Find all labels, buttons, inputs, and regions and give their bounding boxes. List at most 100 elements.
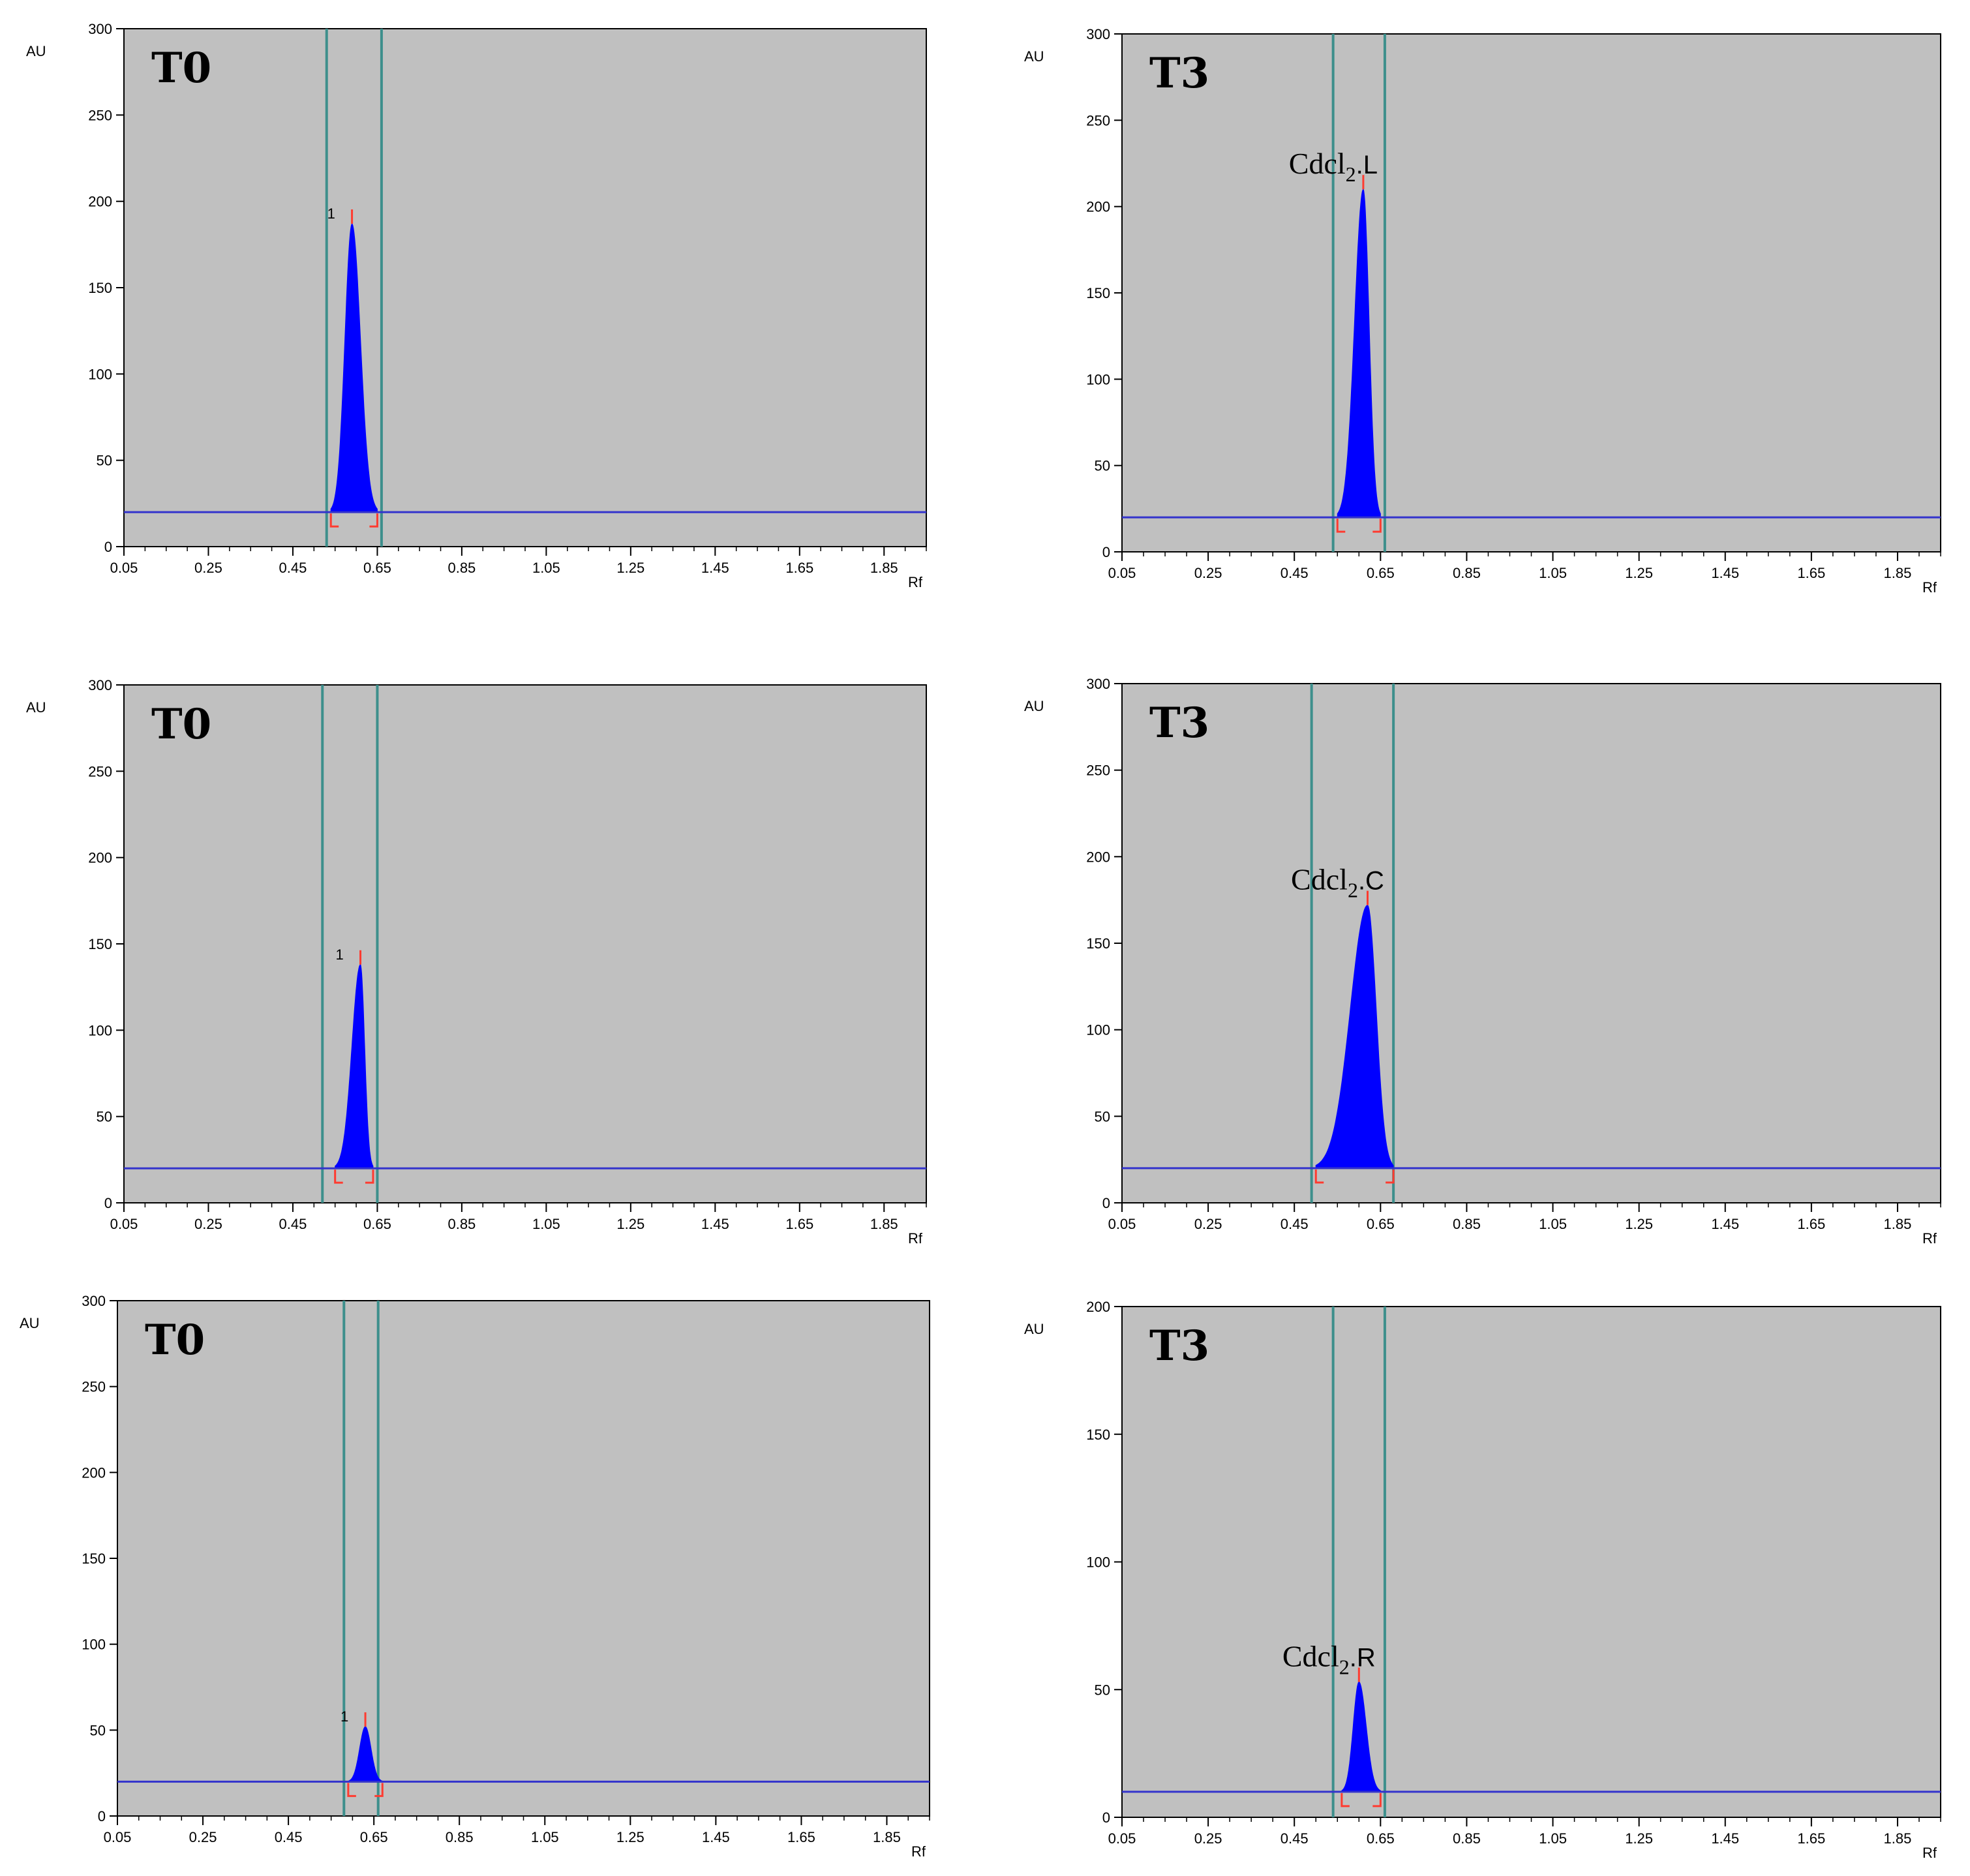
x-tick-label: 1.85 — [870, 560, 898, 576]
x-tick-label: 0.05 — [1108, 1216, 1136, 1232]
x-axis-label: Rf — [1922, 1230, 1937, 1247]
x-tick-label: 1.85 — [870, 1216, 898, 1232]
peak-area — [348, 1726, 383, 1782]
integration-bracket-right — [1386, 1169, 1395, 1184]
x-tick-label: 1.05 — [1539, 565, 1567, 581]
y-tick-label: 200 — [1086, 1299, 1110, 1315]
plot-area — [1121, 683, 1941, 1203]
y-tick-label: 0 — [1102, 544, 1110, 560]
y-tick-label: 50 — [1095, 1108, 1110, 1125]
x-tick-label: 1.45 — [701, 560, 729, 576]
plot-area — [1121, 1306, 1941, 1818]
y-tick-label: 200 — [88, 850, 112, 866]
x-tick-label: 0.65 — [1367, 1830, 1395, 1847]
x-tick-label: 0.65 — [360, 1829, 388, 1845]
y-tick-label: 300 — [88, 677, 112, 693]
y-tick-label: 50 — [90, 1722, 106, 1738]
y-tick-label: 150 — [1086, 285, 1110, 301]
x-axis-label: Rf — [908, 574, 923, 590]
peak-label-main: Cdcl — [1289, 147, 1346, 180]
y-tick-label: 0 — [1102, 1809, 1110, 1826]
x-axis-label: Rf — [1922, 1845, 1937, 1861]
x-tick-label: 1.25 — [616, 1829, 644, 1845]
x-tick-label: 1.65 — [785, 1216, 813, 1232]
y-tick-label: 150 — [1086, 1427, 1110, 1443]
integration-bracket-left — [347, 1783, 356, 1797]
y-tick-label: 300 — [1086, 26, 1110, 42]
panel-title: T3 — [1149, 1322, 1209, 1370]
x-tick-label: 0.25 — [194, 1216, 222, 1232]
y-axis-label: AU — [1024, 698, 1044, 714]
panel-title: T0 — [145, 1316, 205, 1365]
x-tick-label: 1.45 — [702, 1829, 730, 1845]
x-tick-label: 1.05 — [532, 1216, 560, 1232]
y-axis-label: AU — [1024, 48, 1044, 65]
integration-bracket-left — [1314, 1169, 1324, 1184]
y-tick-label: 250 — [82, 1379, 106, 1395]
y-tick-label: 100 — [88, 366, 112, 382]
y-tick-label: 150 — [88, 936, 112, 952]
y-tick-label: 0 — [104, 539, 112, 555]
y-tick-label: 50 — [97, 453, 112, 469]
peak-label-main: Cdcl — [1282, 1640, 1339, 1673]
y-tick-label: 100 — [82, 1637, 106, 1653]
y-axis-label: AU — [26, 699, 46, 716]
x-tick-label: 0.25 — [1194, 1830, 1222, 1847]
peak-area — [1337, 189, 1381, 518]
x-tick-label: 0.65 — [363, 1216, 391, 1232]
x-tick-label: 1.25 — [1625, 1216, 1653, 1232]
x-tick-label: 0.85 — [447, 1216, 476, 1232]
peak-label-suffix: .L — [1356, 151, 1378, 179]
peak-area — [330, 223, 378, 513]
integration-bracket-right — [365, 1170, 374, 1184]
plot-area — [123, 28, 927, 547]
x-tick-label: 1.25 — [1625, 1830, 1653, 1847]
x-tick-label: 0.05 — [110, 1216, 138, 1232]
y-tick-label: 300 — [1086, 676, 1110, 692]
x-tick-label: 1.65 — [1797, 1216, 1825, 1232]
x-axis-label: Rf — [911, 1843, 926, 1860]
x-tick-label: 0.85 — [1453, 1830, 1481, 1847]
y-tick-label: 150 — [88, 280, 112, 296]
x-tick-label: 1.25 — [1625, 565, 1653, 581]
y-tick-label: 0 — [104, 1195, 112, 1211]
x-tick-label: 1.05 — [531, 1829, 559, 1845]
x-tick-label: 1.65 — [785, 560, 813, 576]
y-tick-label: 0 — [1102, 1195, 1110, 1211]
x-tick-label: 1.65 — [787, 1829, 815, 1845]
x-tick-label: 1.45 — [701, 1216, 729, 1232]
peak-area — [335, 964, 374, 1169]
x-tick-label: 0.85 — [1453, 565, 1481, 581]
x-tick-label: 0.85 — [1453, 1216, 1481, 1232]
y-tick-label: 300 — [82, 1293, 106, 1309]
integration-bracket-right — [369, 513, 378, 528]
peak-area — [1341, 1682, 1381, 1793]
panel-title: T3 — [1149, 699, 1209, 748]
plot-area — [1121, 33, 1941, 552]
peak-number-label: 1 — [327, 205, 335, 222]
x-tick-label: 0.05 — [1108, 565, 1136, 581]
panel-title: T0 — [151, 44, 211, 93]
peak-label: Cdcl2.L — [1289, 147, 1378, 186]
chart-panel-4: 0 50 100 150 200 250 300 0.05 0.25 0.45 0.65 0.85 1.… — [20, 1293, 930, 1860]
integration-bracket-left — [334, 1170, 343, 1184]
y-tick-label: 100 — [1086, 1022, 1110, 1038]
chart-panel-1: 0 50 100 150 200 250 300 0.05 0.25 0.45 0.65 0.85 1.… — [1024, 26, 1941, 596]
y-tick-label: 50 — [1095, 458, 1110, 474]
x-tick-label: 0.25 — [1194, 565, 1222, 581]
x-tick-label: 1.05 — [1539, 1216, 1567, 1232]
integration-bracket-left — [1336, 519, 1346, 533]
x-tick-label: 1.65 — [1797, 1830, 1825, 1847]
x-tick-label: 0.45 — [1280, 1216, 1309, 1232]
y-tick-label: 300 — [88, 21, 112, 37]
x-tick-label: 1.25 — [616, 1216, 644, 1232]
chart-panel-5: 0 50 100 150 200 0.05 0.25 0.45 0.65 0.85 1.05 1.25… — [1024, 1299, 1941, 1861]
integration-bracket-left — [1341, 1793, 1350, 1808]
x-tick-label: 1.05 — [532, 560, 560, 576]
x-tick-label: 1.65 — [1797, 565, 1825, 581]
integration-bracket-left — [329, 513, 339, 528]
y-axis-label: AU — [1024, 1321, 1044, 1337]
x-axis-label: Rf — [908, 1230, 923, 1247]
y-tick-label: 200 — [1086, 199, 1110, 215]
plot-area — [117, 1300, 930, 1817]
